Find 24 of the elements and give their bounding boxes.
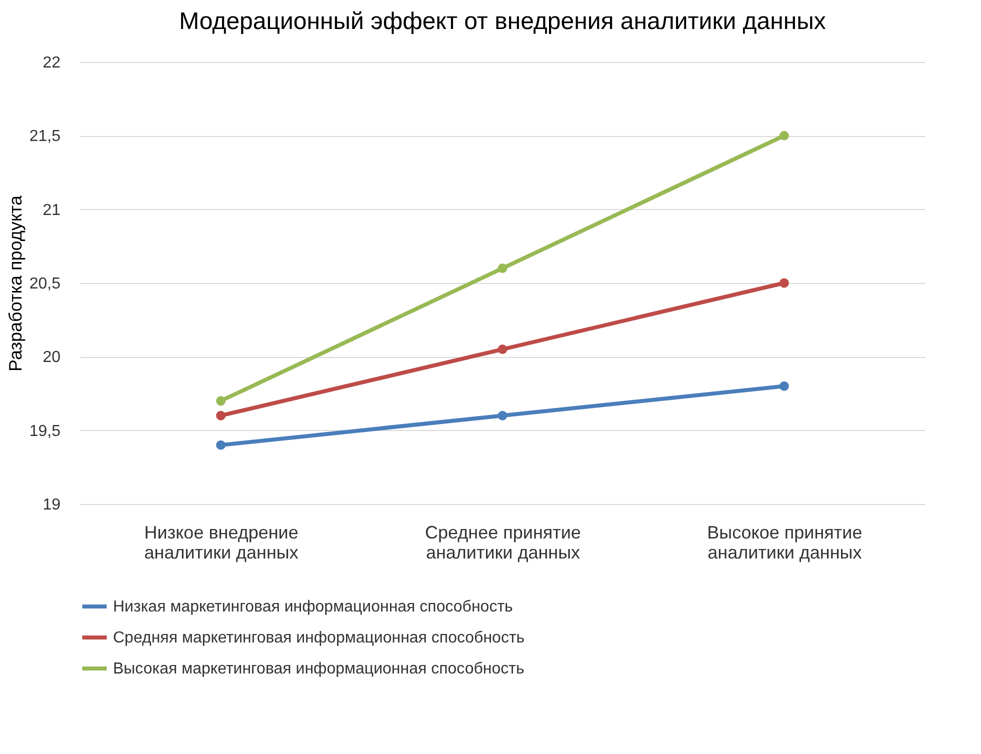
legend-label: Низкая маркетинговая информационная способность (113, 598, 513, 616)
point (779, 278, 789, 288)
x-tick-label: Низкое внедрение аналитики данных (144, 522, 298, 562)
y-tick-label: 20,5 (29, 276, 61, 292)
y-tick-label: 21,5 (29, 128, 61, 146)
point (216, 410, 226, 420)
x-tick-label: Среднее принятие аналитики данных (425, 522, 581, 562)
y-tick-label: 19 (42, 496, 61, 514)
chart-title: Модерационный эффект от внедрения аналитики данных (179, 8, 826, 35)
legend-label: Высокая маркетинговая информационная способность (113, 660, 524, 678)
point (779, 381, 789, 391)
y-tick-label: 22 (42, 54, 61, 72)
point (498, 264, 508, 273)
y-tick-label: 21 (42, 202, 61, 219)
legend-label: Средняя маркетинговая информационная способность (113, 630, 525, 646)
point (498, 344, 508, 354)
y-tick-label: 20 (42, 349, 61, 366)
point (498, 410, 508, 420)
point (779, 130, 789, 140)
x-tick-label: Высокое принятие аналитики данных (707, 522, 862, 562)
point (216, 440, 226, 450)
point (216, 396, 226, 406)
y-tick-label: 19,5 (29, 422, 61, 440)
y-axis-title: Разработка продукта (5, 194, 26, 372)
